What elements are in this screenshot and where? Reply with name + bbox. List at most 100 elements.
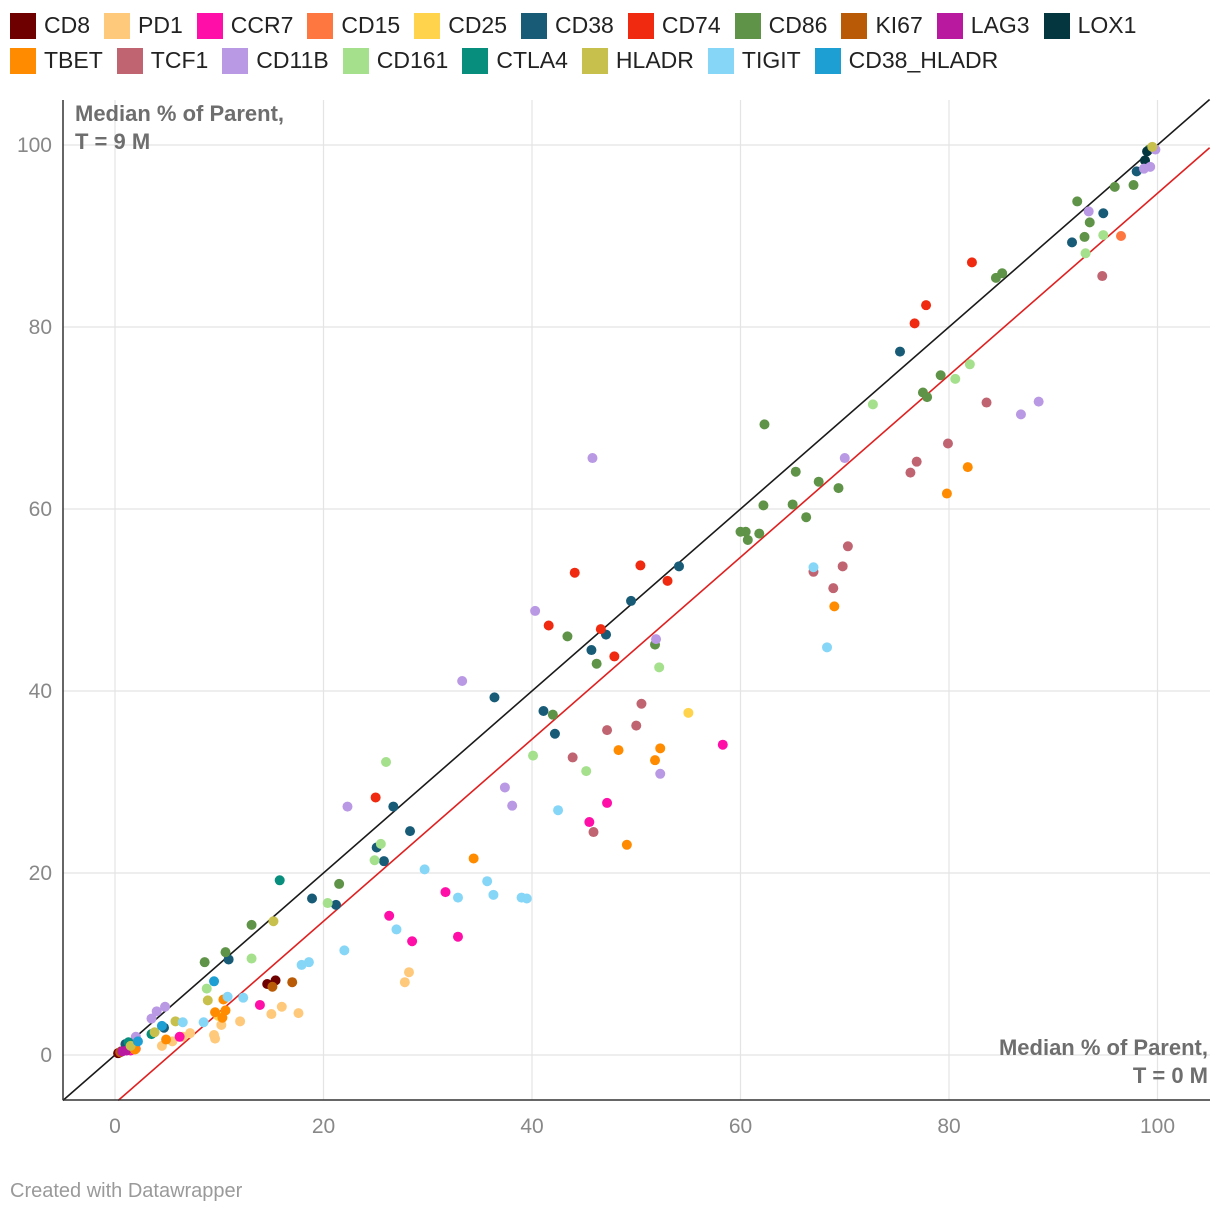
point-cd38 bbox=[489, 692, 500, 703]
point-cd74 bbox=[370, 792, 381, 803]
legend-swatch bbox=[307, 12, 334, 39]
point-cd86 bbox=[758, 500, 769, 511]
point-hladr bbox=[125, 1040, 136, 1051]
point-cd74 bbox=[921, 300, 932, 311]
point-cd38 bbox=[1067, 237, 1078, 248]
point-cd86 bbox=[922, 392, 933, 403]
point-cd86 bbox=[1072, 196, 1083, 207]
point-tigit bbox=[303, 957, 314, 968]
legend-swatch bbox=[707, 47, 734, 74]
point-cd161 bbox=[322, 898, 333, 909]
point-cd161 bbox=[375, 838, 386, 849]
legend-item-ctla4: CTLA4 bbox=[462, 47, 568, 74]
x-axis-title-line1: Median % of Parent, bbox=[999, 1035, 1208, 1060]
point-ctla4 bbox=[274, 875, 285, 886]
legend-swatch bbox=[342, 47, 369, 74]
point-cd74 bbox=[966, 257, 977, 268]
legend-swatch bbox=[104, 12, 131, 39]
legend-label: KI67 bbox=[875, 12, 923, 38]
point-cd11b bbox=[457, 675, 468, 686]
legend-item-cd38_hladr: CD38_HLADR bbox=[814, 47, 998, 74]
point-tcf1 bbox=[588, 827, 599, 838]
point-pd1 bbox=[403, 967, 414, 978]
point-tcf1 bbox=[905, 467, 916, 478]
point-cd11b bbox=[507, 800, 518, 811]
point-cd74 bbox=[543, 620, 554, 631]
legend-label: CD38 bbox=[555, 12, 614, 38]
legend-label: CD25 bbox=[448, 12, 508, 38]
point-cd11b bbox=[1145, 161, 1156, 172]
point-tigit bbox=[808, 562, 819, 573]
legend-item-tcf1: TCF1 bbox=[116, 47, 209, 74]
offset-reference-line bbox=[117, 147, 1211, 1102]
legend-item-cd86: CD86 bbox=[734, 12, 827, 39]
x-tick-label: 40 bbox=[520, 1115, 543, 1138]
point-cd161 bbox=[654, 662, 665, 673]
point-cd38_hladr bbox=[132, 1036, 143, 1047]
point-cd11b bbox=[1083, 206, 1094, 217]
legend-label: TCF1 bbox=[150, 47, 209, 73]
point-tbet bbox=[962, 462, 973, 473]
point-cd86 bbox=[246, 919, 257, 930]
point-cd11b bbox=[160, 1001, 171, 1012]
legend-item-cd25: CD25 bbox=[414, 12, 507, 39]
point-cd11b bbox=[651, 634, 662, 645]
point-tcf1 bbox=[842, 541, 853, 552]
point-tigit bbox=[482, 876, 493, 887]
point-hladr bbox=[149, 1027, 160, 1038]
point-cd86 bbox=[547, 709, 558, 720]
legend-label: CD11B bbox=[256, 47, 329, 73]
point-cd161 bbox=[381, 756, 392, 767]
point-tcf1 bbox=[567, 752, 578, 763]
x-tick-label: 80 bbox=[937, 1115, 960, 1138]
point-cd86 bbox=[334, 878, 345, 889]
legend-item-ccr7: CCR7 bbox=[196, 12, 293, 39]
point-cd86 bbox=[199, 957, 210, 968]
point-tigit bbox=[177, 1017, 188, 1028]
legend-item-cd161: CD161 bbox=[342, 47, 448, 74]
point-cd11b bbox=[839, 453, 850, 464]
point-cd74 bbox=[909, 318, 920, 329]
point-cd38 bbox=[549, 728, 560, 739]
point-tcf1 bbox=[636, 698, 647, 709]
point-cd86 bbox=[742, 534, 753, 545]
point-tbet bbox=[829, 601, 840, 612]
point-cd38 bbox=[1098, 208, 1109, 219]
point-cd86 bbox=[813, 476, 824, 487]
point-cd161 bbox=[1098, 230, 1109, 241]
legend-swatch bbox=[116, 47, 143, 74]
point-pd1 bbox=[235, 1016, 246, 1027]
point-tbet bbox=[650, 755, 661, 766]
point-tigit bbox=[391, 924, 402, 935]
point-pd1 bbox=[276, 1001, 287, 1012]
point-ccr7 bbox=[584, 817, 595, 828]
legend-item-tbet: TBET bbox=[10, 47, 103, 74]
point-ccr7 bbox=[254, 999, 265, 1010]
point-cd161 bbox=[528, 750, 539, 761]
point-cd11b bbox=[1033, 396, 1044, 407]
point-ccr7 bbox=[602, 797, 613, 808]
point-tigit bbox=[452, 892, 463, 903]
legend-swatch bbox=[222, 47, 249, 74]
legend-swatch bbox=[627, 12, 654, 39]
point-cd11b bbox=[342, 801, 353, 812]
point-tbet bbox=[161, 1034, 172, 1045]
point-pd1 bbox=[293, 1008, 304, 1019]
x-tick-label: 0 bbox=[109, 1115, 121, 1138]
point-tigit bbox=[521, 893, 532, 904]
point-tbet bbox=[613, 745, 624, 756]
point-tcf1 bbox=[911, 456, 922, 467]
point-pd1 bbox=[399, 977, 410, 988]
point-ccr7 bbox=[407, 936, 418, 947]
legend-swatch bbox=[521, 12, 548, 39]
legend-item-lox1: LOX1 bbox=[1043, 12, 1136, 39]
point-tigit bbox=[339, 945, 350, 956]
legend-swatch bbox=[414, 12, 441, 39]
legend-label: CD15 bbox=[341, 12, 401, 38]
point-ccr7 bbox=[384, 910, 395, 921]
point-tcf1 bbox=[1097, 271, 1108, 282]
identity-line bbox=[62, 98, 1211, 1102]
legend-item-pd1: PD1 bbox=[104, 12, 183, 39]
y-tick-label: 60 bbox=[29, 498, 52, 521]
point-tbet bbox=[210, 1007, 221, 1018]
